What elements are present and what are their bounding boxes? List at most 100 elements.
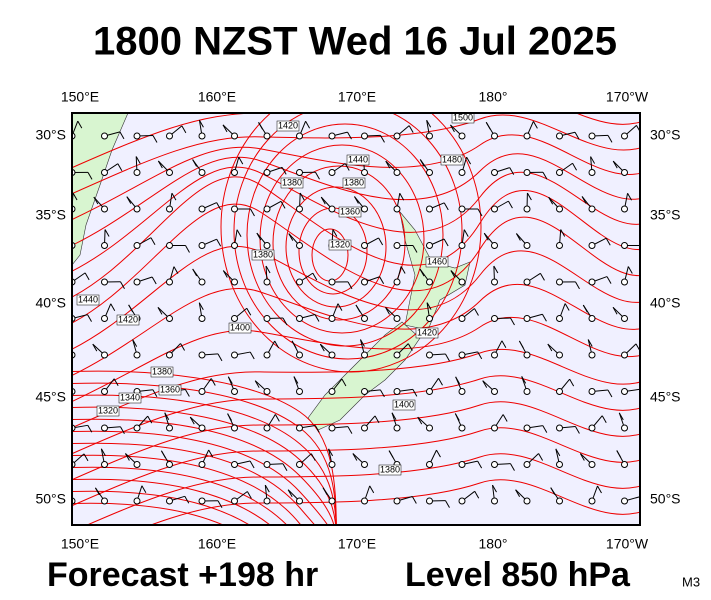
station: [361, 497, 368, 505]
wind-barb: [445, 500, 450, 508]
contour-line: [72, 283, 640, 376]
station: [523, 132, 531, 140]
station: [523, 424, 531, 432]
wind-barb: [332, 229, 338, 237]
station: [458, 278, 466, 286]
wind-barb: [66, 377, 70, 384]
wind-barb: [293, 376, 299, 384]
axis-labels: 150°E 150°E 160°E 160°E 170°E 170°E 180° 180° 17…: [35, 89, 680, 552]
wind-barb: [72, 244, 73, 246]
wind-barb: [341, 378, 347, 387]
wind-barb: [305, 120, 311, 129]
station: [101, 132, 108, 140]
wind-barb: [328, 448, 334, 457]
wind-barb: [509, 167, 515, 175]
station: [588, 278, 596, 286]
wind-barb: [189, 416, 195, 425]
station: [556, 169, 563, 176]
wind-barb: [380, 135, 385, 143]
station: [458, 169, 466, 176]
station: [166, 351, 173, 359]
latitude-label: 35°S: [650, 207, 681, 223]
station: [588, 388, 596, 395]
station: [328, 315, 336, 322]
station: [426, 424, 433, 432]
station: [523, 205, 531, 213]
station: [458, 132, 466, 140]
wind-barb: [274, 414, 280, 422]
wind-barb: [157, 307, 163, 315]
wind-barb: [492, 484, 497, 493]
contour-line: [72, 442, 316, 525]
station: [458, 351, 466, 359]
wind-barb: [455, 376, 461, 385]
wind-barb: [454, 413, 460, 421]
station: [588, 315, 596, 322]
wind-barb: [526, 192, 532, 201]
wind-barb: [474, 308, 479, 316]
longitude-label: 170°W: [606, 89, 649, 105]
wind-barb: [347, 281, 353, 290]
station: [231, 242, 238, 249]
station: [101, 461, 108, 468]
contour-label-box: [228, 322, 252, 334]
wind-barb: [618, 412, 624, 421]
wind-barb: [426, 302, 432, 310]
wind-barb: [198, 302, 204, 310]
wind-barb: [94, 487, 100, 496]
contour-label-box: [96, 405, 120, 417]
station: [231, 169, 238, 176]
wind-barb: [287, 489, 293, 497]
station: [523, 278, 531, 286]
station: [393, 424, 401, 432]
contour-label: 1320: [98, 405, 118, 415]
station: [231, 424, 238, 432]
station: [296, 351, 303, 359]
contour-line: [72, 153, 640, 246]
wind-barb: [184, 389, 190, 397]
wind-barb: [347, 131, 352, 140]
station: [198, 351, 206, 359]
station: [263, 132, 271, 140]
station: [133, 205, 141, 213]
contour-label: 1340: [120, 392, 140, 402]
contour-label-box: [346, 154, 370, 166]
station: [328, 497, 336, 505]
wind-barb: [199, 119, 204, 128]
contour-label: 1400: [230, 322, 250, 332]
station: [426, 461, 433, 468]
station: [393, 351, 401, 359]
station: [263, 169, 271, 176]
contour-label-box: [116, 314, 140, 326]
contour-label-box: [378, 464, 402, 476]
station: [621, 278, 628, 286]
contour-label-box: [158, 384, 182, 396]
station: [198, 278, 206, 286]
wind-barb: [347, 426, 353, 434]
station: [588, 497, 596, 505]
station: [166, 461, 173, 468]
wind-barb: [388, 450, 394, 458]
station: [166, 315, 173, 322]
station: [621, 461, 628, 468]
wind-barb: [132, 339, 138, 347]
wind-barb: [216, 202, 222, 210]
wind-barb: [572, 163, 577, 171]
station: [361, 388, 368, 395]
wind-barb: [477, 351, 483, 360]
wind-barb: [582, 304, 588, 313]
wind-barb: [542, 171, 548, 180]
station: [361, 351, 368, 359]
wind-barb: [254, 380, 260, 388]
contour-label-box: [251, 249, 275, 261]
contour-label: 1460: [427, 256, 447, 266]
wind-barb: [510, 463, 515, 471]
station: [588, 242, 596, 249]
station: [296, 169, 303, 176]
wind-barb: [463, 229, 469, 237]
station: [491, 315, 498, 322]
station: [523, 315, 531, 322]
contour-label-box: [338, 206, 362, 218]
contour-line: [272, 165, 406, 321]
wind-barb: [587, 339, 593, 347]
